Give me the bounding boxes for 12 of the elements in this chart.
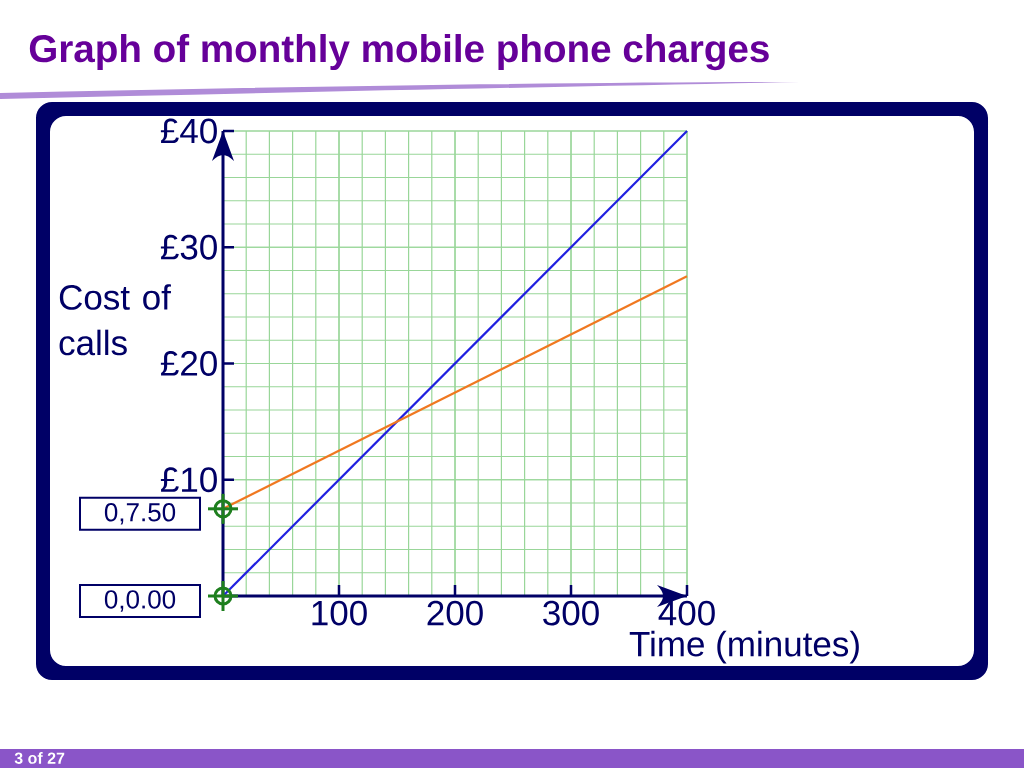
y-tick-label: £30 (160, 234, 217, 260)
text: 3 of 27 (14, 752, 65, 764)
annotation: 0,7.50 (104, 503, 176, 525)
chart-title: Graph of monthly mobile phone charges (29, 34, 769, 71)
y-tick-label: £40 (160, 118, 217, 144)
x-tick-label: 400 (658, 600, 715, 626)
x-tick-label: 200 (427, 600, 483, 626)
annotation: 0,0.00 (104, 590, 176, 612)
x-tick-label: 300 (543, 600, 599, 626)
x-tick-label: 100 (312, 600, 367, 626)
y-tick-label: £10 (160, 467, 217, 493)
x-axis-title: Time (minutes) (629, 630, 859, 664)
